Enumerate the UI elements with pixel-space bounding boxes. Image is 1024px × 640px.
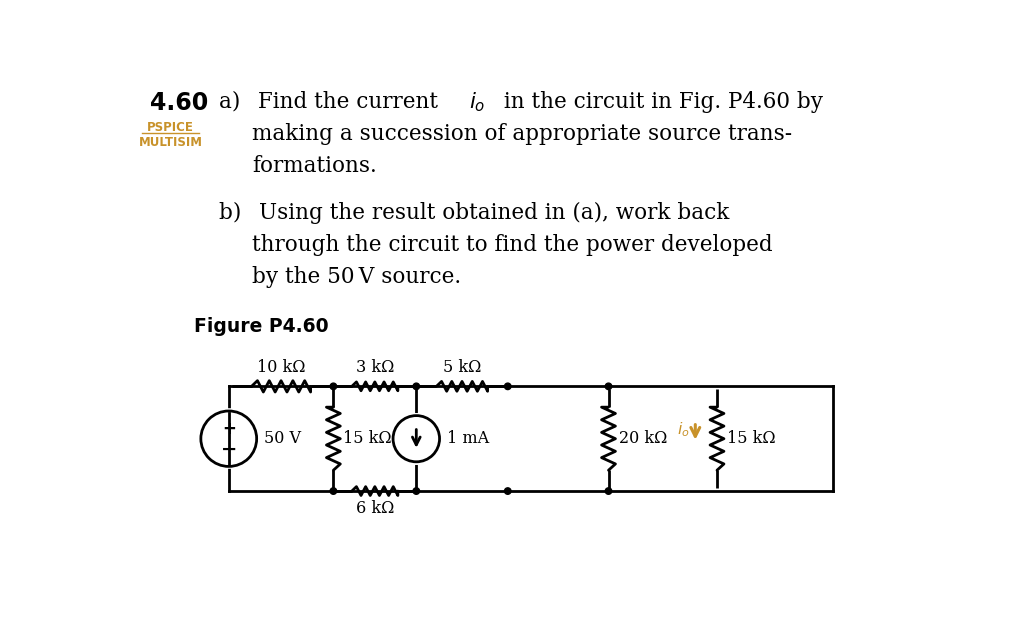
Circle shape [330,383,337,390]
Circle shape [605,383,611,390]
Circle shape [330,488,337,494]
Text: $i_o$: $i_o$ [469,91,485,115]
Text: formations.: formations. [252,155,377,177]
Text: 15 kΩ: 15 kΩ [727,430,776,447]
Text: 4.60: 4.60 [150,91,208,115]
Text: PSPICE: PSPICE [147,122,195,134]
Text: 1 mA: 1 mA [447,430,489,447]
Text: 6 kΩ: 6 kΩ [355,500,394,517]
Text: 5 kΩ: 5 kΩ [442,359,481,376]
Text: 10 kΩ: 10 kΩ [257,359,305,376]
Text: Figure P4.60: Figure P4.60 [194,317,329,336]
Text: $i_o$: $i_o$ [677,420,690,439]
Text: −: − [220,440,237,459]
Text: a)  Find the current: a) Find the current [219,91,445,113]
Text: by the 50 V source.: by the 50 V source. [252,266,461,288]
Text: through the circuit to find the power developed: through the circuit to find the power de… [252,234,773,256]
Text: b)  Using the result obtained in (a), work back: b) Using the result obtained in (a), wor… [219,202,730,225]
Text: +: + [222,420,236,438]
Text: MULTISIM: MULTISIM [138,136,203,149]
Circle shape [413,488,420,494]
Circle shape [605,488,611,494]
Circle shape [413,383,420,390]
Text: 15 kΩ: 15 kΩ [343,430,392,447]
Text: 50 V: 50 V [264,430,301,447]
Text: making a succession of appropriate source trans-: making a succession of appropriate sourc… [252,123,793,145]
Circle shape [505,383,511,390]
Circle shape [505,488,511,494]
Text: 3 kΩ: 3 kΩ [355,359,394,376]
Text: 20 kΩ: 20 kΩ [618,430,667,447]
Text: in the circuit in Fig. P4.60 by: in the circuit in Fig. P4.60 by [497,91,823,113]
